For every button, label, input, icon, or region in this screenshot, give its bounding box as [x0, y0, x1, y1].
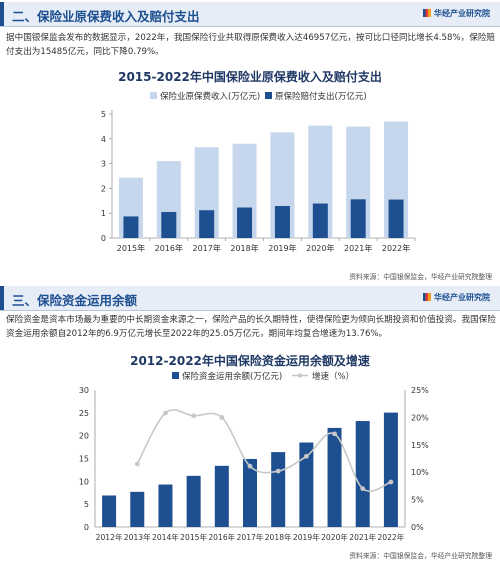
- section1-brand-text: 华经产业研究院: [434, 9, 490, 18]
- growth-point: [191, 413, 197, 419]
- bar-balance: [243, 458, 257, 527]
- x-tick-label: 2015年: [180, 532, 207, 542]
- legend-swatch-claims: [265, 92, 272, 99]
- legend-label-premium: 保险业原保费收入(万亿元): [160, 91, 260, 102]
- x-tick-label: 2014年: [152, 532, 179, 542]
- section2-brand-text: 华经产业研究院: [434, 293, 490, 302]
- y-left-tick-label: 10: [79, 477, 89, 486]
- section1-paragraph: 据中国银保监会发布的数据显示，2022年，我国保险行业共取得原保费收入达4695…: [6, 33, 496, 57]
- y-right-tick-label: 0%: [411, 523, 424, 532]
- growth-point: [303, 453, 309, 459]
- x-tick-label: 2016年: [155, 243, 183, 253]
- x-tick-label: 2015年: [117, 243, 145, 253]
- growth-point: [247, 463, 253, 469]
- bar-claims: [237, 207, 253, 238]
- bar-claims: [388, 199, 404, 238]
- x-tick-label: 2022年: [377, 532, 404, 542]
- x-tick-label: 2017年: [193, 243, 221, 253]
- legend-swatch-balance: [172, 372, 179, 379]
- y-right-tick-label: 10%: [411, 468, 429, 477]
- growth-point: [275, 468, 281, 474]
- growth-point: [219, 415, 225, 420]
- bar-balance: [327, 427, 342, 527]
- bar-balance: [102, 495, 117, 527]
- y-right-tick-label: 25%: [411, 386, 429, 395]
- x-tick-label: 2018年: [265, 532, 292, 542]
- section2-title: 三、保险资金运用余额: [12, 293, 138, 308]
- section1-header: 二、保险业原保费收入及赔付支出 华经产业研究院: [0, 2, 500, 27]
- bar-balance: [271, 452, 286, 527]
- y-tick-label: 5: [101, 110, 106, 119]
- y-right-tick-label: 5%: [411, 496, 424, 505]
- section2-header: 三、保险资金运用余额 华经产业研究院: [0, 286, 500, 311]
- y-tick-label: 3: [101, 160, 106, 169]
- y-tick-label: 0: [101, 234, 106, 243]
- y-left-tick-label: 20: [79, 432, 89, 441]
- section1-title: 二、保险业原保费收入及赔付支出: [12, 9, 200, 24]
- x-tick-label: 2022年: [382, 243, 410, 253]
- x-tick-label: 2012年: [96, 532, 123, 542]
- x-tick-label: 2017年: [237, 532, 264, 542]
- y-left-tick-label: 5: [84, 500, 89, 509]
- legend-label-claims: 原保险赔付支出(万亿元): [275, 91, 367, 102]
- chart1: 保险业原保费收入(万亿元) 原保险赔付支出(万亿元) 0 1 2 3 4 5 2015年 2016…: [101, 91, 416, 253]
- section1-accent-bar: [0, 2, 4, 26]
- y-left-tick-label: 15: [79, 455, 89, 464]
- legend-label-balance: 保险资金运用余额(万亿元): [182, 371, 282, 382]
- x-tick-label: 2019年: [293, 532, 320, 542]
- bar-balance: [130, 491, 145, 527]
- x-tick-label: 2021年: [344, 243, 372, 253]
- y-tick-label: 1: [101, 209, 106, 218]
- legend-marker-growth: [297, 373, 303, 378]
- bar-claims: [123, 216, 139, 238]
- growth-point: [388, 479, 394, 485]
- bar-balance: [299, 442, 314, 527]
- x-tick-label: 2016年: [208, 532, 235, 542]
- growth-line: [136, 409, 392, 492]
- chart2-title: 2012-2022年中国保险资金运用余额及增速: [130, 354, 370, 368]
- bar-claims: [161, 211, 177, 238]
- y-left-tick-label: 0: [84, 523, 89, 532]
- section1-source: 资料来源：中国银保监会，华经产业研究院整理: [349, 273, 492, 281]
- growth-point: [134, 461, 140, 467]
- chart1-title: 2015-2022年中国保险业原保费收入及赔付支出: [118, 70, 382, 84]
- y-left-tick-label: 25: [79, 409, 89, 418]
- growth-point: [360, 486, 366, 492]
- section2-source: 资料来源：中国银保监会，华经产业研究院整理: [349, 552, 492, 560]
- section2-paragraph: 保险资金是资本市场最为重要的中长期资金来源之一，保险产品的长久期特性，使得保险更…: [6, 315, 496, 339]
- y-right-tick-label: 20%: [411, 413, 429, 422]
- bar-claims: [199, 210, 215, 238]
- y-right-tick-label: 15%: [411, 441, 429, 450]
- growth-point: [163, 410, 168, 416]
- bar-claims: [350, 199, 366, 238]
- bar-balance: [383, 412, 398, 527]
- bar-balance: [214, 465, 229, 527]
- x-tick-label: 2018年: [230, 243, 258, 253]
- legend-swatch-premium: [150, 92, 157, 99]
- section2-brand: 华经产业研究院: [423, 292, 490, 303]
- bar-balance: [355, 421, 370, 527]
- x-tick-label: 2021年: [349, 532, 376, 542]
- y-left-tick-label: 30: [79, 386, 89, 395]
- section1-brand: 华经产业研究院: [423, 8, 490, 19]
- x-tick-label: 2020年: [321, 532, 348, 542]
- growth-point: [332, 431, 337, 437]
- bar-balance: [186, 475, 201, 527]
- bar-claims: [274, 206, 290, 238]
- x-tick-label: 2020年: [306, 243, 334, 253]
- brand-logo-icon: [423, 293, 431, 301]
- bar-balance: [158, 484, 173, 527]
- section2-accent-bar: [0, 286, 4, 310]
- x-tick-label: 2019年: [268, 243, 296, 253]
- y-tick-label: 4: [101, 135, 106, 144]
- legend-label-growth: 增速（%）: [312, 371, 354, 382]
- bar-claims: [312, 203, 328, 238]
- y-tick-label: 2: [101, 184, 106, 193]
- x-tick-label: 2013年: [124, 532, 151, 542]
- chart2: 保险资金运用余额(万亿元) 增速（%） 0 5 10 15 20 25 30 0% 5% 10% 15%…: [79, 371, 429, 542]
- brand-logo-icon: [423, 9, 431, 17]
